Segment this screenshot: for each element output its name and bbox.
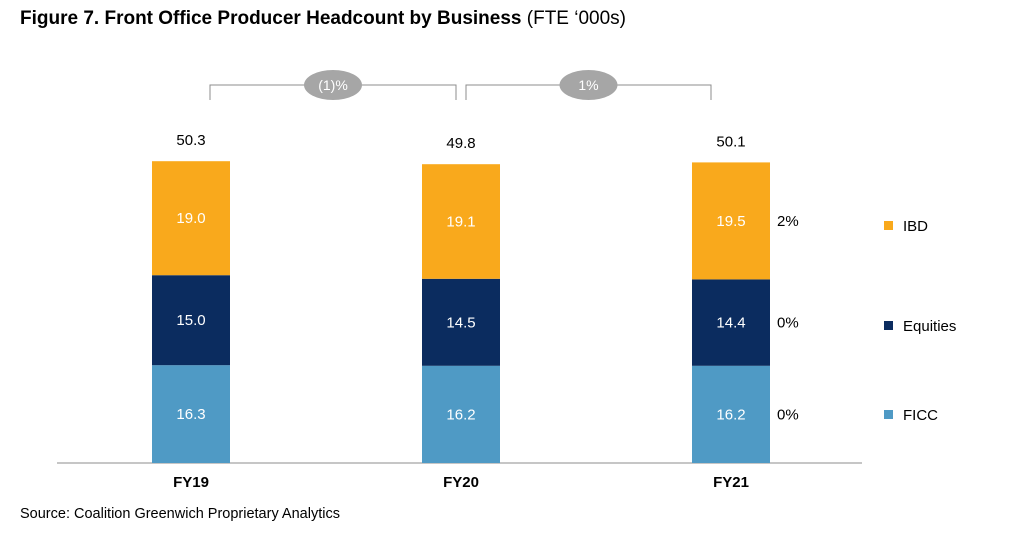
legend-swatch-ibd [884, 221, 893, 230]
bar-segment-equities-fy19 [152, 275, 230, 366]
bar-segment-equities-fy21 [692, 279, 770, 366]
bar-segment-ficc-fy20 [422, 365, 500, 463]
segment-label: 19.5 [716, 213, 745, 230]
bar-segment-ibd-fy19 [152, 161, 230, 276]
legend-swatch-equities [884, 321, 893, 330]
legend-swatch-ficc [884, 410, 893, 419]
chart-title-unit: (FTE ‘000s) [526, 8, 627, 29]
growth-badge [304, 70, 362, 100]
change-label-ibd: 2% [777, 213, 799, 230]
legend-label-equities: Equities [903, 318, 956, 335]
segment-label: 16.2 [446, 406, 475, 423]
segment-label: 15.0 [176, 312, 205, 329]
bar-segment-ficc-fy21 [692, 365, 770, 463]
change-label-ficc: 0% [777, 406, 799, 423]
segment-label: 19.0 [176, 210, 205, 227]
total-label: 49.8 [446, 135, 475, 152]
growth-badge-label: (1)% [318, 77, 348, 93]
chart-source: Source: Coalition Greenwich Proprietary … [20, 506, 340, 522]
chart-title: Figure 7. Front Office Producer Headcoun… [20, 8, 626, 30]
segment-label: 16.3 [176, 406, 205, 423]
bar-segment-ibd-fy20 [422, 164, 500, 279]
bar-segment-ibd-fy21 [692, 162, 770, 280]
bar-segment-ficc-fy19 [152, 365, 230, 463]
x-tick-label: FY19 [173, 474, 209, 491]
chart-title-main: Figure 7. Front Office Producer Headcoun… [20, 8, 522, 29]
change-label-equities: 0% [777, 315, 799, 332]
total-label: 50.3 [176, 132, 205, 149]
bar-segment-equities-fy20 [422, 278, 500, 366]
legend-label-ibd: IBD [903, 218, 928, 235]
segment-label: 19.1 [446, 214, 475, 231]
segment-label: 14.5 [446, 314, 475, 331]
growth-badge [559, 70, 618, 100]
legend-label-ficc: FICC [903, 407, 938, 424]
x-tick-label: FY21 [713, 474, 749, 491]
segment-label: 16.2 [716, 406, 745, 423]
growth-badge-label: 1% [578, 77, 598, 93]
total-label: 50.1 [716, 133, 745, 150]
segment-label: 14.4 [716, 315, 745, 332]
x-tick-label: FY20 [443, 474, 479, 491]
